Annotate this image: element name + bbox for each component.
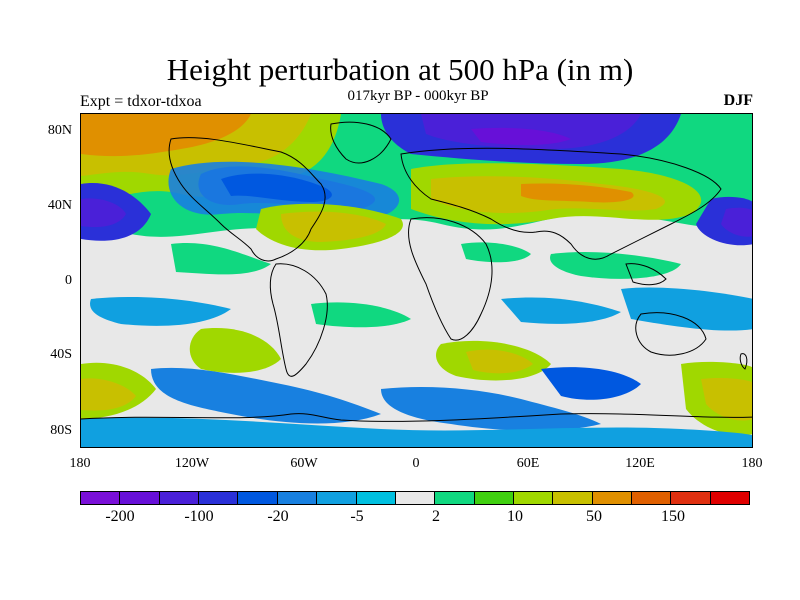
lon-tick-180-right: 180 xyxy=(741,456,763,471)
colorbar-swatch-0 xyxy=(81,492,121,504)
colorbar-swatch-5 xyxy=(277,492,318,504)
coast-africa xyxy=(408,217,493,341)
lat-tick-0: 0 xyxy=(65,273,72,288)
colorbar-label: 2 xyxy=(432,508,440,525)
coast-southeast-asia xyxy=(625,263,667,286)
colorbar-label: -200 xyxy=(105,508,135,525)
contour-na-gold xyxy=(281,211,386,242)
contour-left-gold xyxy=(81,378,136,411)
contour-south-deepblue-2 xyxy=(381,387,601,431)
colorbar-swatch-10 xyxy=(474,492,514,504)
colorbar-swatch-6 xyxy=(317,492,357,504)
colorbar xyxy=(80,491,750,505)
contour-north-orange xyxy=(81,114,251,157)
lat-tick-80s: 80S xyxy=(50,423,72,438)
coast-australia xyxy=(635,312,707,356)
lon-tick-120e: 120E xyxy=(625,456,655,471)
colorbar-swatch-3 xyxy=(199,492,239,504)
colorbar-label: -5 xyxy=(350,508,364,525)
contour-south-blue-1 xyxy=(90,297,232,326)
colorbar-swatch-13 xyxy=(592,492,633,504)
contour-tropic-green-2 xyxy=(550,252,681,279)
contour-south-deepblue-3 xyxy=(541,367,641,400)
map-title: Height perturbation at 500 hPa (in m) xyxy=(166,52,634,87)
contour-eurasia-orange xyxy=(521,183,634,203)
contour-tropic-green-1 xyxy=(171,243,271,275)
coastlines xyxy=(81,121,752,422)
contour-sa-yellowgreen xyxy=(189,328,281,373)
colorbar-label: -20 xyxy=(267,508,289,525)
contour-south-green-4 xyxy=(311,302,411,328)
contour-pacific-indigo-right xyxy=(721,207,752,237)
coast-antarctica xyxy=(81,413,752,422)
experiment-label: Expt = tdxor-tdxoa xyxy=(80,93,202,110)
lon-tick-0: 0 xyxy=(412,456,420,471)
season-label: DJF xyxy=(723,92,753,109)
contour-south-blue-2 xyxy=(501,297,621,324)
colorbar-label: 50 xyxy=(586,508,602,525)
contour-field xyxy=(81,114,752,447)
coast-new-zealand xyxy=(739,353,748,370)
contour-pacific-indigo-left xyxy=(81,198,126,228)
contour-right-gold xyxy=(701,377,752,421)
map-subtitle: 017kyr BP - 000kyr BP xyxy=(347,88,489,104)
contour-south-blue-3 xyxy=(621,287,752,331)
contour-south-deepblue-1 xyxy=(151,367,381,424)
colorbar-swatch-16 xyxy=(710,492,750,504)
coast-eurasia xyxy=(400,147,722,260)
colorbar-label: -100 xyxy=(184,508,214,525)
colorbar-swatch-7 xyxy=(356,492,396,504)
colorbar-label: 150 xyxy=(661,508,685,525)
contour-so-gold xyxy=(466,349,533,374)
lon-tick-60w: 60W xyxy=(290,456,318,471)
colorbar-swatch-1 xyxy=(120,492,160,504)
contour-arctic-violet xyxy=(471,127,571,146)
contour-atlantic-deepblue xyxy=(221,173,332,202)
coast-south-america xyxy=(269,263,328,377)
lat-tick-40s: 40S xyxy=(50,347,72,362)
lon-tick-60e: 60E xyxy=(516,456,540,471)
colorbar-swatch-12 xyxy=(553,492,593,504)
colorbar-label: 10 xyxy=(507,508,523,525)
lon-tick-120w: 120W xyxy=(174,456,210,471)
contour-tropic-green-3 xyxy=(461,242,531,263)
colorbar-swatch-11 xyxy=(513,492,554,504)
colorbar-swatch-14 xyxy=(632,492,672,504)
coast-greenland xyxy=(330,121,392,164)
map-panel xyxy=(80,113,753,448)
colorbar-swatch-2 xyxy=(159,492,200,504)
colorbar-swatch-4 xyxy=(238,492,278,504)
lon-tick-180-left: 180 xyxy=(69,456,91,471)
colorbar-swatch-15 xyxy=(671,492,711,504)
contour-antarctic-blue xyxy=(81,417,752,447)
colorbar-swatch-8 xyxy=(395,492,436,504)
lat-tick-80n: 80N xyxy=(47,123,72,138)
coast-north-america xyxy=(168,137,326,262)
lat-tick-40n: 40N xyxy=(47,198,72,213)
colorbar-swatch-9 xyxy=(435,492,475,504)
